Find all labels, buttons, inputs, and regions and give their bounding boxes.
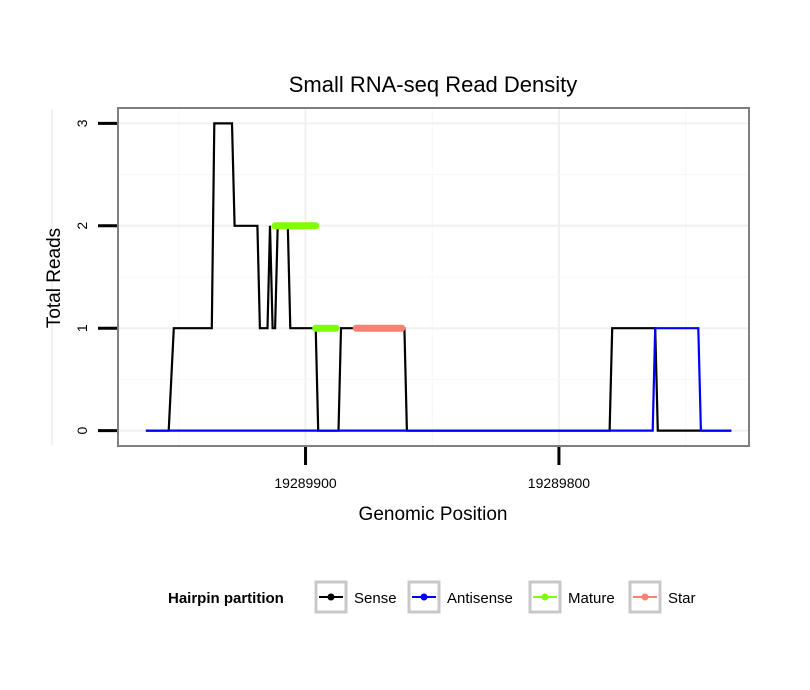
legend-label: Mature [568, 590, 615, 607]
legend-label: Sense [354, 590, 397, 607]
y-tick-label: 1 [74, 324, 90, 332]
y-tick-label: 0 [74, 427, 90, 435]
chart-title: Small RNA-seq Read Density [289, 72, 578, 97]
legend-key-dot [541, 593, 549, 601]
y-axis-title: Total Reads [44, 228, 65, 328]
x-tick-label: 19289800 [528, 475, 591, 491]
legend: Hairpin partition Sense Antisense Mature St… [168, 580, 696, 614]
y-tick-label: 2 [74, 222, 90, 230]
series-layer [145, 122, 732, 432]
y-tick-label: 3 [74, 119, 90, 127]
axes: 0 1 2 3 19289900 19289800 [74, 119, 590, 491]
legend-label: Star [668, 590, 696, 607]
antisense-series-line [145, 327, 732, 432]
legend-key-dot [420, 593, 428, 601]
legend-label: Antisense [447, 590, 513, 607]
legend-title: Hairpin partition [168, 590, 284, 607]
x-axis-title: Genomic Position [359, 504, 508, 525]
legend-key-dot [327, 593, 335, 601]
legend-key-dot [641, 593, 649, 601]
x-tick-label: 19289900 [274, 475, 337, 491]
